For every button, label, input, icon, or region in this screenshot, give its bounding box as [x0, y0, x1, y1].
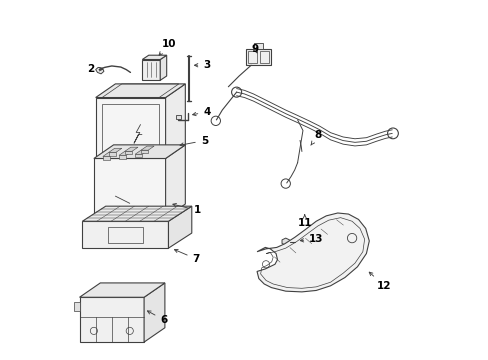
Polygon shape [96, 98, 165, 158]
Text: 5: 5 [180, 136, 207, 146]
Polygon shape [80, 283, 164, 297]
Polygon shape [94, 145, 185, 158]
Polygon shape [94, 158, 165, 218]
Polygon shape [135, 154, 142, 157]
Text: 9: 9 [251, 44, 258, 54]
Polygon shape [253, 42, 263, 49]
Polygon shape [102, 157, 110, 160]
Text: 7: 7 [174, 249, 200, 264]
Polygon shape [135, 150, 148, 154]
Polygon shape [257, 213, 368, 292]
Polygon shape [108, 148, 122, 152]
Polygon shape [144, 283, 164, 342]
Text: 13: 13 [300, 234, 323, 244]
Polygon shape [82, 221, 168, 248]
Polygon shape [96, 67, 104, 74]
Polygon shape [74, 302, 80, 311]
Polygon shape [165, 145, 185, 218]
Text: 11: 11 [297, 215, 311, 228]
Polygon shape [119, 156, 126, 158]
Text: 4: 4 [192, 107, 210, 117]
Polygon shape [124, 151, 132, 154]
Text: 12: 12 [368, 272, 391, 291]
Text: 3: 3 [194, 60, 210, 70]
Polygon shape [142, 59, 160, 80]
Polygon shape [246, 49, 270, 65]
Text: 10: 10 [159, 39, 176, 55]
Polygon shape [282, 238, 289, 245]
Text: 8: 8 [310, 130, 321, 145]
Polygon shape [176, 116, 180, 119]
Polygon shape [80, 297, 144, 342]
Text: 6: 6 [147, 311, 167, 325]
Polygon shape [119, 151, 132, 156]
Text: 2: 2 [87, 64, 102, 74]
Polygon shape [168, 206, 191, 248]
Polygon shape [96, 84, 185, 98]
Polygon shape [82, 206, 191, 221]
Polygon shape [108, 152, 116, 156]
Polygon shape [165, 84, 185, 158]
Polygon shape [142, 55, 166, 59]
Polygon shape [102, 152, 116, 157]
Polygon shape [124, 147, 138, 151]
Polygon shape [160, 55, 166, 80]
Text: 1: 1 [173, 203, 201, 216]
Polygon shape [141, 150, 148, 153]
Polygon shape [141, 146, 154, 150]
